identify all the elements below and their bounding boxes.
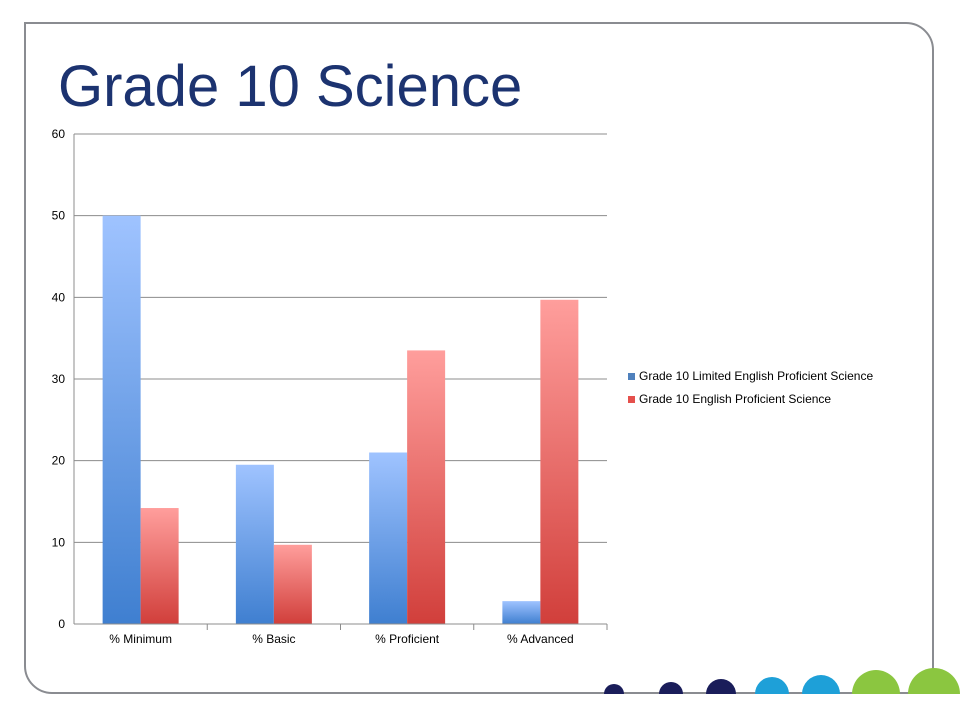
y-tick-label: 60 xyxy=(52,127,66,141)
legend-label: Grade 10 English Proficient Science xyxy=(639,392,831,406)
dot-mask xyxy=(580,694,960,720)
x-tick-label: % Advanced xyxy=(507,632,574,646)
axes: 0 10 20 30 40 50 60 % Minimum % Basic % Proficien… xyxy=(52,127,608,646)
bar xyxy=(273,544,312,624)
y-tick-label: 20 xyxy=(52,454,66,468)
y-tick-label: 10 xyxy=(52,535,66,549)
bar xyxy=(502,601,541,624)
legend-swatch xyxy=(628,396,635,403)
x-tick-label: % Basic xyxy=(252,632,295,646)
bar xyxy=(102,215,141,624)
bar xyxy=(540,299,579,624)
bar xyxy=(369,452,408,624)
legend-label: Grade 10 Limited English Proficient Scie… xyxy=(639,369,873,383)
bars xyxy=(102,215,579,624)
legend-swatch xyxy=(628,373,635,380)
y-tick-label: 30 xyxy=(52,372,66,386)
y-tick-label: 0 xyxy=(58,617,65,631)
bar xyxy=(235,464,274,624)
legend: Grade 10 Limited English Proficient Scie… xyxy=(628,369,873,406)
x-tick-label: % Minimum xyxy=(109,632,172,646)
y-tick-label: 50 xyxy=(52,209,66,223)
bar xyxy=(407,350,446,624)
slide-title: Grade 10 Science xyxy=(58,54,523,119)
y-tick-label: 40 xyxy=(52,290,66,304)
x-tick-label: % Proficient xyxy=(375,632,440,646)
bar xyxy=(140,508,179,624)
